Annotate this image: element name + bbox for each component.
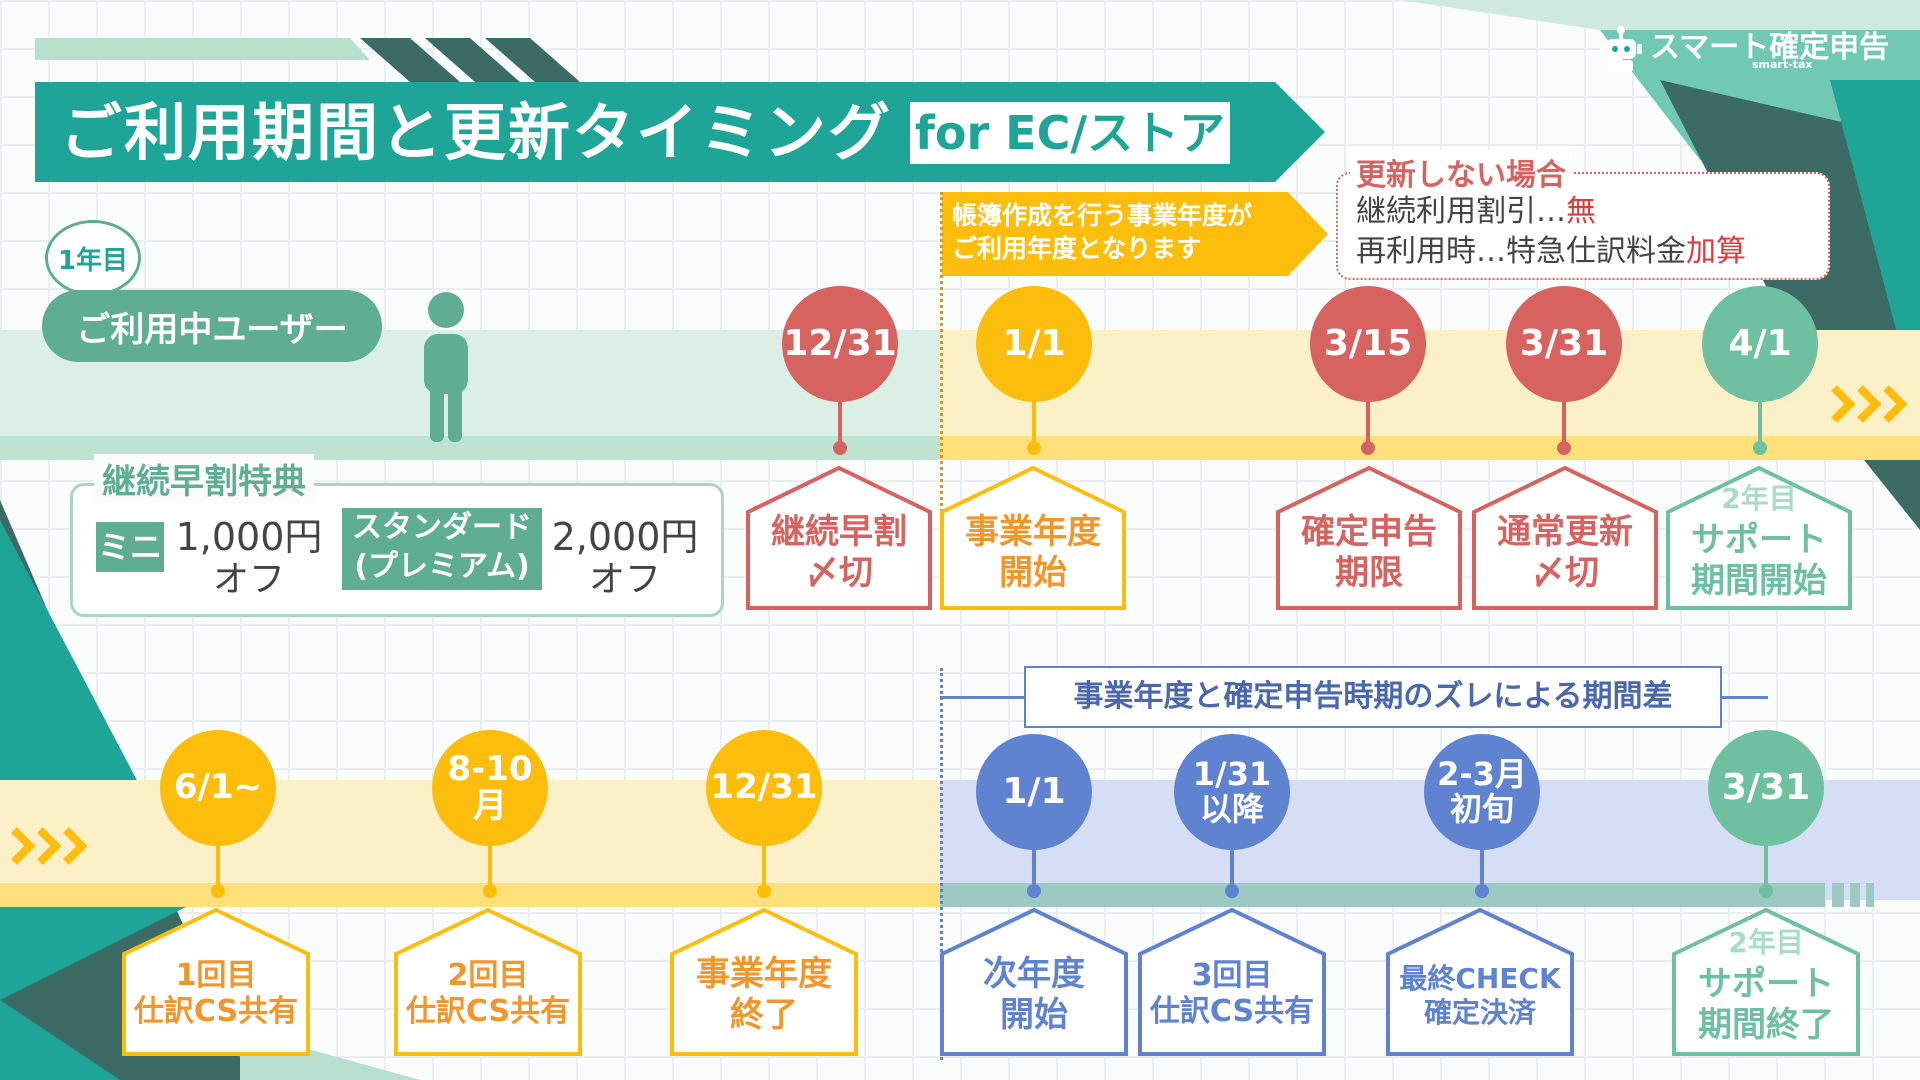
fiscal-note-arrow (942, 192, 1328, 276)
top-dot-5 (1753, 441, 1767, 455)
bottom-card-7: 2年目 サポート 期間終了 (1672, 907, 1860, 1056)
early-benefit-title: 継続早割特典 (94, 454, 314, 503)
year-badge: 1年目 (45, 220, 141, 296)
top-dot-3 (1361, 441, 1375, 455)
track-yellow-top (940, 436, 1920, 460)
page-title: ご利用期間と更新タイミング (60, 96, 893, 169)
bottom-dot-2 (483, 884, 497, 898)
bottom-dot-5 (1225, 884, 1239, 898)
bottom-dot-4 (1027, 884, 1041, 898)
fiscal-divider (940, 192, 943, 602)
mini-price: 1,000円 (175, 515, 323, 559)
track-teal-bottom (940, 883, 1825, 907)
track-dash-1 (1832, 883, 1844, 907)
top-card-3: 確定申告 期限 (1276, 465, 1462, 610)
brand-name: スマート確定申告 (1650, 30, 1890, 65)
brand-sub: smart-tax (1752, 58, 1813, 71)
bottom-stem-3 (762, 844, 766, 890)
no-renew-title: 更新しない場合 (1350, 150, 1572, 194)
top-stem-4 (1562, 400, 1566, 446)
top-dot-4 (1557, 441, 1571, 455)
bottom-pin-2: 8-10月 (432, 730, 548, 846)
bottom-pin-5: 1/31 以降 (1174, 734, 1290, 850)
title-tag: for EC/ストア (910, 102, 1230, 164)
track-yellow-bottom (0, 883, 940, 907)
top-dot-2 (1027, 441, 1041, 455)
bottom-card-6: 最終CHECK 確定決済 (1386, 907, 1574, 1056)
top-pin-2: 1/1 (976, 286, 1092, 402)
no-renew-line1-prefix: 継続利用割引… (1356, 194, 1566, 229)
early-benefit-box (70, 483, 724, 617)
standard-label: スタンダード (プレミアム) (342, 508, 542, 590)
person-icon (424, 292, 468, 442)
top-pin-5: 4/1 (1702, 286, 1818, 402)
no-renew-line2: 再利用時…特急仕訳料金加算 (1356, 226, 1746, 270)
no-renew-line1-value: 無 (1566, 194, 1596, 229)
gap-label: 事業年度と確定申告時期のズレによる期間差 (1024, 666, 1722, 728)
standard-off: オフ (588, 559, 661, 600)
top-dot-1 (833, 441, 847, 455)
top-card-5: 2年目 サポート 期間開始 (1666, 465, 1852, 610)
fiscal-note: 帳簿作成を行う事業年度が ご利用年度となります (952, 201, 1253, 263)
chevron-right-icon (1831, 385, 1908, 423)
gap-line-right (1720, 696, 1768, 699)
no-renew-line1: 継続利用割引…無 (1356, 186, 1596, 230)
top-stem-5 (1758, 400, 1762, 446)
bottom-stem-1 (216, 844, 220, 890)
top-pin-1: 12/31 (782, 286, 898, 402)
bottom-pin-4: 1/1 (976, 734, 1092, 850)
top-stem-1 (838, 400, 842, 446)
no-renew-line2-value: 加算 (1686, 234, 1746, 269)
top-stem-2 (1032, 400, 1036, 446)
bottom-pin-3: 12/31 (706, 730, 822, 846)
mini-label: ミニ (96, 522, 164, 572)
bottom-dot-6 (1475, 884, 1489, 898)
bottom-dot-1 (211, 884, 225, 898)
fiscal-divider-bottom (940, 668, 943, 1060)
no-renew-line2-prefix: 再利用時…特急仕訳料金 (1356, 234, 1686, 269)
gap-line-left (940, 696, 1024, 699)
track-dash-3 (1866, 883, 1874, 907)
track-dash-2 (1850, 883, 1860, 907)
bottom-stem-7 (1764, 844, 1768, 890)
bottom-card-1: 1回目 仕訳CS共有 (122, 907, 310, 1056)
top-stem-3 (1366, 400, 1370, 446)
bottom-card-5: 3回目 仕訳CS共有 (1138, 907, 1326, 1056)
bottom-pin-7: 3/31 (1708, 730, 1824, 846)
chevron-right-icon (11, 827, 88, 865)
bottom-pin-6: 2-3月 初旬 (1424, 734, 1540, 850)
top-card-2: 事業年度 開始 (940, 465, 1126, 610)
top-pin-4: 3/31 (1506, 286, 1622, 402)
bottom-stem-2 (488, 844, 492, 890)
standard-price: 2,000円 (551, 515, 699, 559)
mini-off: オフ (212, 559, 285, 600)
bottom-dot-3 (757, 884, 771, 898)
bottom-card-4: 次年度 開始 (940, 907, 1128, 1056)
bottom-pin-1: 6/1~ (160, 730, 276, 846)
top-pin-3: 3/15 (1310, 286, 1426, 402)
user-label: ご利用中ユーザー (42, 290, 382, 362)
top-card-1: 継続早割 〆切 (746, 465, 932, 610)
bottom-card-2: 2回目 仕訳CS共有 (394, 907, 582, 1056)
top-card-4: 通常更新 〆切 (1472, 465, 1658, 610)
bottom-stem-6 (1480, 848, 1484, 890)
bottom-dot-7 (1759, 884, 1773, 898)
bottom-stem-5 (1230, 848, 1234, 890)
bottom-stem-4 (1032, 848, 1036, 890)
bottom-card-3: 事業年度 終了 (670, 907, 858, 1056)
robot-logo-icon (1600, 26, 1642, 72)
